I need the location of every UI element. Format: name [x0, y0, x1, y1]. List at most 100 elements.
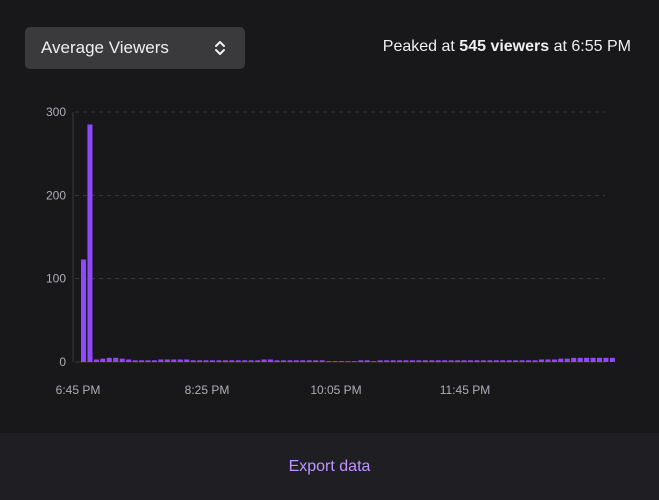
viewer-bar[interactable]	[280, 360, 286, 362]
x-tick-label: 6:45 PM	[56, 383, 101, 397]
viewer-bar[interactable]	[409, 360, 415, 362]
viewer-bar[interactable]	[151, 360, 157, 362]
viewer-bar[interactable]	[184, 359, 190, 363]
viewer-bar[interactable]	[119, 358, 125, 362]
viewer-bar[interactable]	[293, 360, 299, 362]
viewer-bar[interactable]	[261, 359, 267, 363]
viewer-bar[interactable]	[442, 360, 448, 362]
viewer-bar[interactable]	[326, 361, 332, 362]
peak-summary: Peaked at 545 viewers at 6:55 PM	[383, 38, 631, 56]
viewer-bar[interactable]	[139, 360, 145, 362]
viewer-bar[interactable]	[248, 360, 254, 362]
viewer-bar[interactable]	[210, 360, 215, 362]
viewer-bar[interactable]	[390, 360, 396, 362]
viewer-bar[interactable]	[242, 360, 248, 362]
viewer-bar[interactable]	[519, 360, 525, 362]
metric-select[interactable]: Average Viewers	[25, 27, 245, 69]
viewer-bar[interactable]	[487, 360, 493, 362]
peak-middle: at	[553, 38, 567, 55]
viewer-bar[interactable]	[358, 360, 364, 362]
viewer-bar[interactable]	[268, 359, 274, 363]
y-tick-label: 0	[59, 355, 66, 369]
viewer-bar[interactable]	[171, 359, 177, 363]
viewer-bar[interactable]	[564, 358, 570, 362]
viewer-bar[interactable]	[235, 360, 241, 362]
viewer-bar[interactable]	[609, 357, 615, 362]
x-tick-label: 11:45 PM	[440, 383, 490, 397]
viewer-bar[interactable]	[371, 361, 377, 362]
viewer-bar[interactable]	[480, 360, 486, 362]
viewer-bar[interactable]	[274, 360, 280, 362]
viewer-bar[interactable]	[313, 360, 319, 362]
viewer-bar[interactable]	[113, 357, 119, 362]
viewer-bar[interactable]	[158, 359, 164, 363]
viewer-bar[interactable]	[403, 360, 409, 362]
viewer-bar[interactable]	[384, 360, 390, 362]
viewer-bar[interactable]	[87, 124, 93, 363]
viewer-bar[interactable]	[106, 357, 112, 362]
viewer-bar[interactable]	[538, 359, 544, 363]
viewer-bar[interactable]	[339, 361, 344, 362]
viewers-chart: 0 100 200 300 6:45 PM 8:25 PM 10:05 PM 11:45 P…	[0, 90, 659, 410]
viewer-bar[interactable]	[551, 359, 557, 363]
viewer-bar[interactable]	[216, 360, 222, 362]
x-tick-label: 10:05 PM	[310, 383, 361, 397]
viewer-bar[interactable]	[416, 360, 422, 362]
viewer-bar[interactable]	[145, 360, 151, 362]
viewer-bar[interactable]	[526, 360, 532, 362]
viewer-bar[interactable]	[468, 360, 473, 362]
export-data-link[interactable]: Export data	[288, 457, 371, 475]
viewer-bar[interactable]	[603, 357, 609, 362]
viewer-bar[interactable]	[461, 360, 467, 362]
viewer-bar[interactable]	[493, 360, 499, 362]
viewer-bar[interactable]	[577, 357, 583, 362]
viewer-bar[interactable]	[429, 360, 435, 362]
viewer-bar[interactable]	[422, 360, 428, 362]
viewer-bar[interactable]	[177, 359, 183, 363]
viewer-bar[interactable]	[203, 360, 209, 362]
y-tick-label: 200	[46, 188, 66, 202]
viewer-bar[interactable]	[126, 359, 132, 363]
peak-prefix: Peaked at	[382, 38, 455, 55]
viewer-bar[interactable]	[590, 357, 596, 362]
viewer-bar[interactable]	[545, 359, 551, 363]
viewer-bar[interactable]	[190, 360, 196, 362]
viewer-bar[interactable]	[287, 360, 293, 362]
viewer-bar[interactable]	[455, 360, 461, 362]
panel-footer: Export data	[0, 433, 659, 500]
viewer-bar[interactable]	[345, 361, 351, 362]
viewer-bar[interactable]	[319, 360, 325, 362]
viewer-bar[interactable]	[513, 360, 519, 362]
viewer-bar[interactable]	[132, 360, 138, 362]
viewer-bar[interactable]	[571, 357, 577, 362]
panel-header: Average Viewers Peaked at 545 viewers at…	[25, 27, 635, 69]
viewer-bar[interactable]	[500, 360, 506, 362]
viewer-bar[interactable]	[377, 360, 383, 362]
viewer-bar[interactable]	[81, 259, 86, 363]
viewer-bar[interactable]	[558, 358, 564, 362]
viewer-bar[interactable]	[474, 360, 480, 362]
viewer-bar[interactable]	[364, 360, 370, 362]
viewer-bar[interactable]	[332, 361, 338, 362]
viewer-bar[interactable]	[164, 359, 170, 363]
viewer-bar[interactable]	[584, 357, 590, 362]
viewer-bar[interactable]	[197, 360, 203, 362]
up-down-chevron-icon	[213, 38, 227, 58]
viewer-bar[interactable]	[93, 359, 99, 363]
viewer-bar[interactable]	[306, 360, 312, 362]
viewer-bar[interactable]	[300, 360, 306, 362]
viewer-bar[interactable]	[435, 360, 441, 362]
peak-time: 6:55 PM	[571, 38, 631, 55]
viewer-bar[interactable]	[100, 358, 106, 362]
viewer-bar[interactable]	[229, 360, 235, 362]
viewer-bar[interactable]	[222, 360, 228, 362]
viewer-bar[interactable]	[351, 361, 357, 362]
x-tick-label: 8:25 PM	[185, 383, 230, 397]
viewer-bar[interactable]	[397, 360, 403, 362]
viewer-bar[interactable]	[255, 360, 261, 362]
viewer-bar[interactable]	[448, 360, 454, 362]
viewer-bar[interactable]	[532, 360, 538, 362]
viewer-bar[interactable]	[506, 360, 512, 362]
viewer-bar[interactable]	[597, 357, 602, 362]
